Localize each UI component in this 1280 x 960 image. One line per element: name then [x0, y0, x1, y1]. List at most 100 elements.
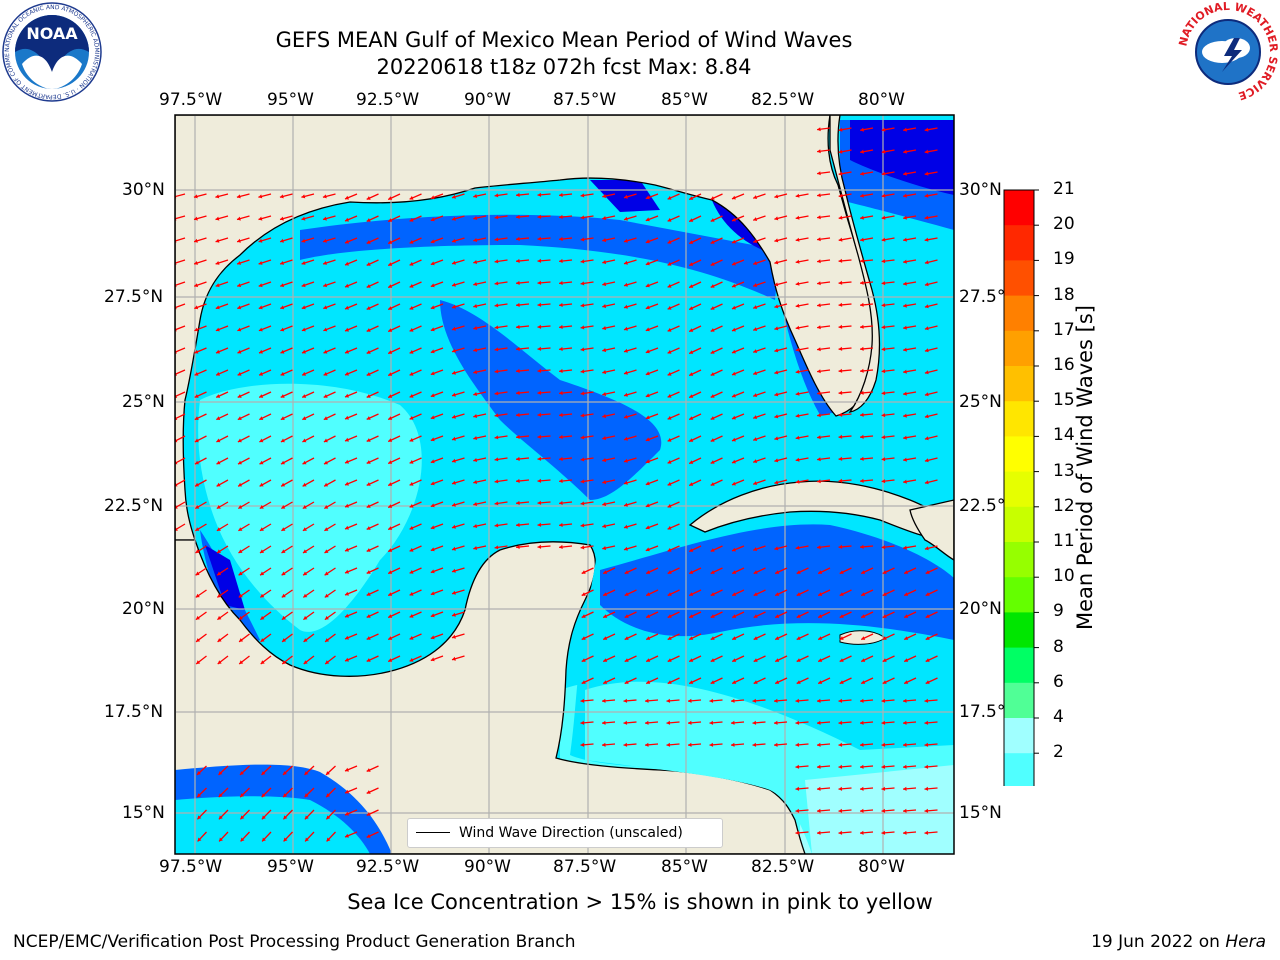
wind-wave-arrowhead: [753, 592, 758, 596]
wind-wave-arrowhead: [193, 194, 198, 199]
wind-wave-arrowhead: [882, 658, 887, 662]
wind-wave-arrowhead: [645, 327, 650, 332]
wind-wave-arrowhead: [494, 435, 499, 440]
wind-wave-arrowhead: [667, 327, 672, 332]
wind-wave-arrowhead: [217, 593, 222, 598]
wind-wave-arrowhead: [860, 149, 864, 154]
wind-wave-arrowhead: [903, 369, 907, 374]
wind-wave-arrowhead: [345, 217, 349, 222]
wind-wave-arrowhead: [795, 413, 800, 418]
wind-wave-arrowhead: [882, 614, 887, 618]
wind-wave-arrowhead: [366, 636, 371, 640]
wind-wave-arrowhead: [689, 438, 694, 442]
wind-wave-arrowhead: [688, 698, 692, 703]
wind-wave-arrowhead: [324, 505, 329, 509]
wind-wave-arrowhead: [580, 303, 585, 308]
colorbar-tick-label: 19: [1053, 249, 1075, 270]
wind-wave-arrowhead: [838, 742, 843, 747]
land-hispaniola-edge: [909, 499, 954, 561]
wind-wave-arrowhead: [603, 592, 608, 596]
wind-wave-arrowhead: [516, 324, 520, 329]
wind-wave-arrowhead: [732, 305, 736, 310]
wind-wave-arrowhead: [860, 258, 864, 263]
wind-wave-arrowhead: [732, 437, 736, 442]
wind-wave-arrowhead: [366, 482, 371, 486]
wind-wave-arrowhead: [260, 615, 265, 620]
wind-wave-arrowhead: [602, 720, 606, 725]
wind-wave-arrowhead: [795, 193, 800, 198]
wind-wave-arrowhead: [281, 571, 286, 576]
wind-wave-arrowhead: [667, 570, 672, 574]
wind-wave-arrowhead: [219, 837, 223, 842]
noaa-logo: NATIONAL OCEANIC AND ATMOSPHERIC ADMINIS…: [0, 0, 102, 102]
wind-wave-arrowhead: [580, 325, 585, 330]
wind-wave-arrowhead: [366, 416, 371, 420]
wind-wave-arrowhead: [516, 522, 520, 527]
wind-wave-arrowhead: [602, 698, 606, 703]
wind-wave-arrowhead: [624, 392, 628, 397]
wind-wave-arrowhead: [303, 571, 308, 576]
wind-wave-arrowhead: [753, 217, 758, 221]
wind-wave-arrowhead: [666, 742, 671, 747]
wind-wave-arrowhead: [775, 658, 780, 662]
wind-wave-arrowhead: [689, 592, 694, 596]
wind-wave-arrowhead: [881, 764, 886, 769]
colorbar-tick-label: 10: [1053, 566, 1075, 587]
wind-wave-arrowhead: [366, 768, 371, 772]
wind-wave-arrowhead: [903, 347, 907, 352]
wind-wave-arrowhead: [430, 283, 435, 288]
wind-wave-arrowhead: [196, 638, 201, 642]
wind-wave-arrowhead: [645, 547, 650, 552]
wind-wave-arrowhead: [409, 591, 414, 596]
wind-wave-arrowhead: [281, 615, 286, 620]
wind-wave-arrowhead: [366, 240, 371, 244]
wind-wave-arrowhead: [366, 328, 371, 332]
wind-wave-arrowhead: [796, 680, 801, 684]
wind-wave-arrowhead: [838, 127, 843, 132]
wind-wave-arrowhead: [388, 570, 393, 574]
wind-wave-arrowhead: [903, 720, 907, 725]
wind-wave-arrowhead: [838, 720, 843, 725]
wind-wave-arrowhead: [817, 237, 821, 242]
wind-wave-arrowhead: [860, 412, 864, 417]
wind-wave-arrowhead: [280, 327, 285, 332]
wind-wave-arrowhead: [624, 238, 628, 243]
wind-wave-arrowhead: [732, 261, 736, 266]
wind-wave-arrowhead: [494, 501, 499, 506]
wind-wave-arrowhead: [409, 503, 414, 508]
wind-wave-arrowhead: [817, 698, 821, 703]
wind-wave-arrowhead: [409, 239, 414, 244]
wind-wave-arrowhead: [774, 304, 779, 309]
wind-wave-arrowhead: [260, 660, 265, 664]
colorbar-label: Mean Period of Wind Waves [s]: [1073, 305, 1097, 630]
colorbar-tick-label: 12: [1053, 495, 1075, 516]
wind-wave-arrowhead: [752, 720, 757, 725]
lon-tick-bottom: 92.5°W: [356, 857, 420, 877]
wind-wave-arrowhead: [303, 638, 308, 642]
wind-wave-arrowhead: [881, 325, 886, 330]
wind-wave-arrowhead: [732, 415, 736, 420]
wind-wave-arrowhead: [795, 325, 800, 330]
wind-wave-arrowhead: [324, 571, 329, 576]
wind-wave-arrowhead: [924, 742, 929, 747]
lat-tick-right: 20°N: [959, 599, 1002, 619]
wind-wave-arrowhead: [881, 215, 886, 220]
wind-wave-arrowhead: [302, 416, 307, 420]
lat-tick-left: 15°N: [122, 803, 165, 823]
wind-wave-arrowhead: [795, 830, 800, 835]
wind-wave-arrowhead: [817, 325, 821, 330]
wind-wave-arrowhead: [537, 280, 542, 285]
wind-wave-arrowhead: [217, 660, 222, 664]
wind-wave-arrowhead: [817, 369, 821, 374]
wind-wave-arrowhead: [838, 215, 843, 220]
wind-wave-arrowhead: [881, 369, 886, 374]
wind-wave-arrowhead: [646, 636, 651, 640]
wind-wave-arrowhead: [731, 742, 735, 747]
wind-wave-arrowhead: [430, 239, 435, 244]
wind-wave-arrowhead: [345, 371, 349, 376]
wind-wave-arrowhead: [215, 327, 220, 332]
wind-wave-arrowhead: [860, 764, 864, 769]
wind-wave-arrowhead: [238, 460, 242, 465]
wind-wave-arrowhead: [301, 194, 306, 199]
wind-wave-arrowhead: [259, 527, 264, 531]
